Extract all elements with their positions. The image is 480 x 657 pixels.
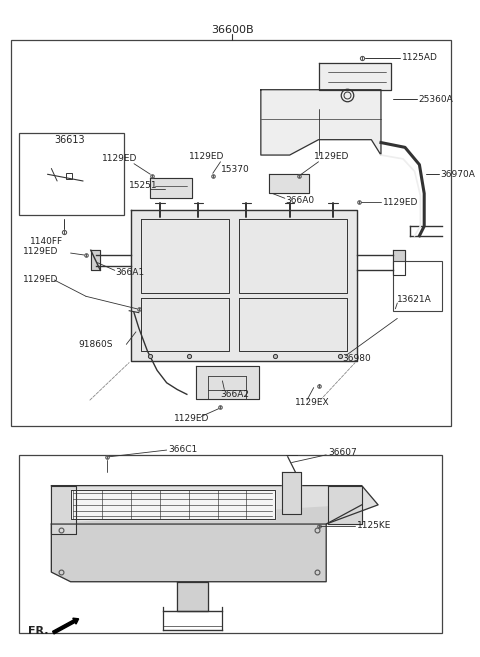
Text: 366A1: 366A1 (115, 268, 144, 277)
Polygon shape (131, 210, 357, 361)
Text: 36607: 36607 (328, 449, 357, 457)
Text: 1129ED: 1129ED (314, 152, 349, 162)
FancyArrow shape (53, 618, 79, 634)
FancyBboxPatch shape (19, 133, 124, 215)
Polygon shape (268, 174, 309, 193)
Text: 1140FF: 1140FF (30, 237, 63, 246)
FancyBboxPatch shape (394, 261, 442, 311)
Text: 25360A: 25360A (419, 95, 453, 104)
Text: 36613: 36613 (54, 135, 85, 145)
Polygon shape (195, 367, 259, 399)
Polygon shape (91, 250, 100, 271)
Polygon shape (71, 490, 275, 519)
Text: 15370: 15370 (220, 165, 249, 174)
Text: 15251: 15251 (129, 181, 158, 191)
Text: 1125AD: 1125AD (402, 53, 438, 62)
Polygon shape (51, 505, 362, 581)
Polygon shape (394, 250, 405, 275)
Text: FR.: FR. (28, 625, 49, 636)
Text: 1129ED: 1129ED (23, 275, 58, 284)
FancyBboxPatch shape (11, 39, 451, 426)
FancyBboxPatch shape (19, 455, 442, 633)
Polygon shape (261, 90, 381, 155)
Text: 36970A: 36970A (441, 170, 475, 179)
Text: 13621A: 13621A (397, 295, 432, 304)
Text: 36600B: 36600B (211, 25, 253, 35)
Text: 1129ED: 1129ED (102, 154, 138, 164)
Text: 1129ED: 1129ED (174, 414, 210, 423)
Polygon shape (51, 486, 378, 524)
Text: 1129EX: 1129EX (294, 397, 329, 407)
Polygon shape (319, 63, 391, 90)
Text: 36980: 36980 (343, 354, 371, 363)
Polygon shape (150, 178, 192, 198)
Text: 1129ED: 1129ED (383, 198, 418, 207)
Polygon shape (328, 486, 362, 524)
Text: 1129ED: 1129ED (23, 246, 58, 256)
Text: 1129ED: 1129ED (189, 152, 224, 162)
Polygon shape (177, 581, 208, 610)
Text: 1125KE: 1125KE (357, 522, 391, 530)
Text: 366C1: 366C1 (168, 445, 198, 453)
Text: 366A2: 366A2 (220, 390, 250, 399)
Polygon shape (51, 486, 76, 533)
Text: 91860S: 91860S (78, 340, 113, 349)
Text: 366A0: 366A0 (285, 196, 314, 205)
Polygon shape (282, 472, 301, 514)
